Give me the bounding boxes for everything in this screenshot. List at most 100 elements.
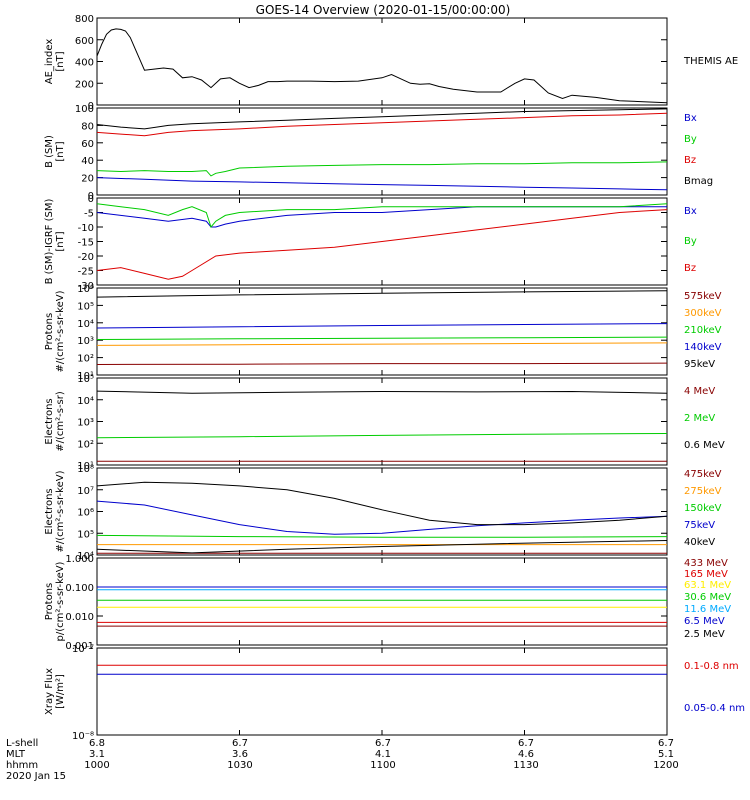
y-tick-label: 10⁸: [77, 464, 94, 475]
series-line-140kev: [96, 323, 668, 329]
series-line-0-6-mev: [96, 390, 668, 394]
y-tick-label: 60: [81, 139, 94, 150]
y-axis-label: [W/m²]: [55, 674, 66, 709]
footer-col-0-lshell: 6.8: [89, 738, 105, 749]
y-axis-label: [nT]: [55, 231, 66, 251]
y-tick-label: 10⁵: [77, 374, 94, 385]
y-axis-label: p/(cm²-s-sr-keV): [55, 561, 66, 641]
y-tick-label: 0.010: [65, 612, 94, 623]
panel-frame: [96, 557, 668, 646]
y-tick-label: 10⁷: [77, 486, 94, 497]
footer-col-3-hhmm: 1130: [513, 760, 538, 771]
figure-title: GOES-14 Overview (2020-01-15/00:00:00): [256, 3, 511, 17]
panel-frame: [96, 107, 668, 196]
panel-xray: 10⁻⁸ 10⁻⁷ Xray Flux [W/m²] 0.1-0.8 nm 0.05-0.…: [44, 644, 745, 742]
legend-label: 0.1-0.8 nm: [684, 661, 739, 672]
footer-col-1-mlt: 3.6: [232, 749, 248, 760]
y-tick-label: 80: [81, 121, 94, 132]
y-tick-label: -30: [78, 281, 94, 292]
footer-col-2-mlt: 4.1: [375, 749, 391, 760]
legend-label: Bmag: [684, 176, 713, 187]
legend-label: 150keV: [684, 503, 722, 514]
y-tick-label: 0.100: [65, 583, 94, 594]
y-tick-label: 10³: [77, 418, 94, 429]
series-line-2-mev: [96, 433, 668, 439]
panel-frame: [96, 287, 668, 376]
y-axis-label: AE_index: [44, 39, 55, 85]
series-line-bmag: [96, 108, 668, 130]
series-line-bz: [96, 112, 668, 137]
series-line-bx: [96, 177, 668, 191]
legend-label: 40keV: [684, 537, 715, 548]
series-line-2-5-mev: [96, 540, 668, 554]
legend-label: 0.05-0.4 nm: [684, 703, 745, 714]
footer-mlt-label: MLT: [6, 749, 26, 760]
footer-col-4-mlt: 5.1: [658, 749, 674, 760]
legend-label: 95keV: [684, 359, 715, 370]
series-line-575kev: [96, 362, 668, 365]
y-tick-label: -25: [78, 267, 94, 278]
y-tick-label: 10¹: [77, 371, 94, 382]
legend-label: 275keV: [684, 486, 722, 497]
footer-lshell-label: L-shell: [6, 738, 38, 749]
y-tick-label: -20: [78, 252, 94, 263]
y-axis-label: #/(cm²-s-sr-keV): [55, 470, 66, 552]
y-axis-label: Xray Flux: [44, 668, 55, 715]
series-line-40kev: [96, 481, 668, 526]
footer-col-1-hhmm: 1030: [227, 760, 252, 771]
footer-col-1-lshell: 6.7: [232, 738, 248, 749]
y-tick-label: 10⁻⁷: [72, 644, 94, 655]
panel-electrons_low: 10⁴ 10⁵ 10⁶ 10⁷ 10⁸ Electrons #/(cm²-s-sr-keV)…: [44, 464, 722, 562]
y-tick-label: 800: [75, 14, 94, 25]
y-axis-label: B (SM)-IGRF (SM): [44, 199, 55, 285]
series-line-150kev: [96, 534, 668, 538]
legend-label: 30.6 MeV: [684, 592, 731, 603]
legend-label: 6.5 MeV: [684, 616, 725, 627]
y-tick-label: 200: [75, 79, 94, 90]
y-tick-label: 0.001: [65, 641, 94, 652]
footer-date-label: 2020 Jan 15: [6, 771, 66, 782]
panel-b_sm: 0 20 40 60 80 100 B (SM) [nT] Bx By Bz Bmag: [44, 104, 713, 202]
y-tick-label: 10²: [77, 439, 94, 450]
y-tick-label: -15: [78, 238, 94, 249]
y-tick-label: 20: [81, 174, 94, 185]
legend-label: 475keV: [684, 469, 722, 480]
legend-label: By: [684, 134, 697, 145]
y-axis-label: [nT]: [55, 51, 66, 71]
y-axis-label: Electrons: [44, 488, 55, 534]
y-tick-label: 10²: [77, 354, 94, 365]
axis-footer: L-shell MLT hhmm 2020 Jan 15 6.8 3.1 100…: [6, 738, 679, 782]
footer-col-2-hhmm: 1100: [370, 760, 395, 771]
y-tick-label: 10⁴: [77, 551, 94, 562]
footer-col-0-hhmm: 1000: [84, 760, 109, 771]
legend-label: 300keV: [684, 308, 722, 319]
series-line-210kev: [96, 336, 668, 340]
legend-label: Bz: [684, 263, 696, 274]
footer-col-4-lshell: 6.7: [658, 738, 674, 749]
legend-label: THEMIS AE: [683, 56, 738, 67]
y-tick-label: 600: [75, 36, 94, 47]
panel-protons_high: 0.001 0.010 0.100 1.000 Protons p/(cm²-s-sr-k…: [44, 540, 731, 652]
y-axis-label: B (SM): [44, 135, 55, 168]
y-tick-label: -5: [84, 209, 94, 220]
panel-electrons_high: 10¹ 10² 10³ 10⁴ 10⁵ Electrons #/(cm²-s-sr) 4 Me…: [44, 374, 725, 472]
y-axis-label: #/(cm²-s-sr): [55, 391, 66, 452]
series-line-75kev: [96, 500, 668, 535]
legend-label: 75keV: [684, 520, 715, 531]
series-line-300kev: [96, 342, 668, 346]
legend-label: 0.6 MeV: [684, 440, 725, 451]
series-line-themis-ae: [96, 28, 668, 104]
series-line-by: [96, 161, 668, 177]
footer-col-3-lshell: 6.7: [518, 738, 534, 749]
y-axis-label: Protons: [44, 583, 55, 620]
legend-label: 165 MeV: [684, 569, 728, 580]
legend-label: 433 MeV: [684, 558, 728, 569]
y-tick-label: 10³: [77, 336, 94, 347]
series-line-bz: [96, 209, 668, 280]
y-tick-label: 1.000: [65, 554, 94, 565]
y-tick-label: 10⁵: [77, 301, 94, 312]
y-tick-label: 100: [75, 104, 94, 115]
panel-ae: 0 200 400 600 800 AE_index [nT] THEMIS AE: [44, 14, 738, 112]
